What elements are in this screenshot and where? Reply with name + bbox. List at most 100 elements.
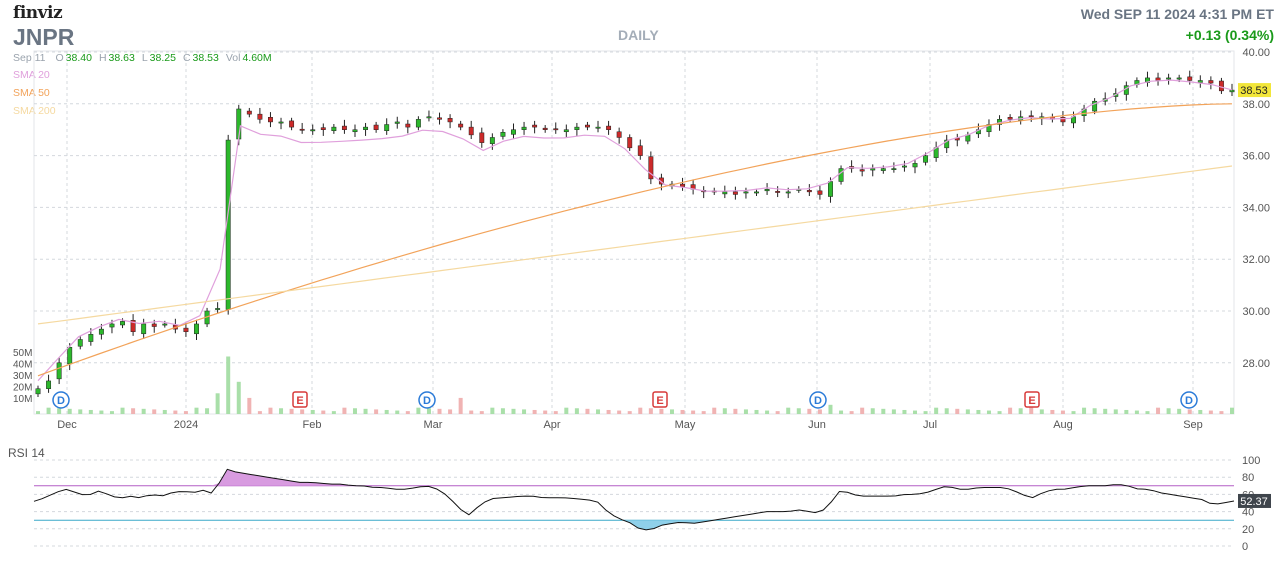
candle-down: [1208, 80, 1214, 84]
volume-bar: [1156, 407, 1161, 414]
volume-bar: [352, 408, 357, 414]
volume-bar: [141, 408, 146, 414]
volume-bar: [1219, 411, 1224, 414]
volume-bar: [131, 408, 136, 414]
candle-up: [415, 119, 421, 128]
candle-up: [870, 168, 876, 171]
candle-up: [46, 380, 52, 389]
earnings-marker: [292, 391, 308, 408]
candle-down: [732, 191, 738, 195]
candle-down: [373, 124, 379, 130]
candle-down: [1028, 115, 1034, 118]
price-axis-tick: 38.00: [1242, 99, 1270, 111]
x-axis-tick: Mar: [424, 419, 443, 431]
volume-bar: [870, 408, 875, 414]
volume-bar: [384, 409, 389, 414]
volume-axis-tick: 20M: [13, 383, 32, 394]
candle-up: [595, 126, 601, 129]
volume-bar: [1208, 410, 1213, 414]
candle-up: [88, 334, 94, 342]
candle-up: [35, 388, 41, 395]
volume-bar: [1177, 408, 1182, 414]
x-axis-tick: Feb: [303, 419, 322, 431]
rsi-axis-tick: 40: [1242, 507, 1254, 519]
last-price-label: 38.53: [1240, 85, 1268, 97]
volume-bar: [321, 410, 326, 414]
low-value: 38.25: [149, 52, 176, 64]
dividend-marker: [52, 391, 70, 409]
candle-down: [616, 131, 622, 138]
volume-bar: [194, 407, 199, 414]
open-label: O: [55, 52, 64, 64]
volume-value: 4.60M: [242, 52, 272, 64]
dividend-marker-label: D: [814, 395, 822, 407]
close-value: 38.53: [192, 52, 219, 64]
x-axis-tick: Jul: [923, 419, 937, 431]
rsi-chart[interactable]: 10080604020052.37: [0, 452, 1287, 562]
volume-bar: [1082, 407, 1087, 414]
volume-bar: [765, 410, 770, 414]
candle-down: [775, 191, 781, 193]
candle-up: [394, 121, 400, 124]
volume-bar: [955, 408, 960, 414]
candle-up: [56, 362, 62, 380]
candle-down: [151, 323, 157, 327]
dividend-marker-label: D: [1185, 395, 1193, 407]
candle-up: [880, 168, 886, 171]
volume-bar: [1029, 405, 1034, 414]
volume-axis-tick: 30M: [13, 371, 32, 382]
candle-up: [722, 191, 728, 195]
chart-period: DAILY: [618, 27, 659, 43]
price-axis-tick: 32.00: [1242, 254, 1270, 266]
rsi-axis-tick: 20: [1242, 524, 1254, 536]
ohlc-readout: Sep 11 O 38.40 H 38.63 L 38.25 C 38.53 Vol 4.60M: [13, 52, 279, 64]
candle-up: [310, 129, 316, 132]
x-axis-tick: Sep: [1183, 419, 1203, 431]
candle-up: [764, 189, 770, 192]
candle-down: [299, 128, 305, 131]
price-chart[interactable]: 40.00 38.00 36.00 34.00 32.00 30.00 28.00 Dec 20…: [0, 0, 1287, 450]
rsi-axis-tick: 0: [1242, 541, 1248, 553]
candle-down: [341, 125, 347, 130]
volume-bar: [88, 409, 93, 414]
volume-bar: [965, 409, 970, 414]
volume-bar: [733, 408, 738, 414]
candle-down: [320, 127, 326, 130]
quote-datetime: Wed SEP 11 2024 4:31 PM ET: [1080, 6, 1274, 22]
volume-bar: [638, 407, 643, 414]
volume-bar: [997, 411, 1002, 414]
legend-sma-20: SMA 20: [13, 69, 50, 81]
candle-up: [563, 129, 569, 133]
candle-up: [194, 323, 199, 335]
volume-bar: [1071, 411, 1076, 414]
volume-bar: [511, 408, 516, 414]
candle-up: [986, 124, 992, 133]
earnings-marker: [652, 391, 668, 408]
candle-up: [67, 347, 73, 365]
volume-bar: [712, 407, 717, 414]
candle-down: [405, 123, 411, 128]
volume-bar: [152, 409, 157, 414]
rsi-axis-tick: 80: [1242, 472, 1254, 484]
dividend-marker: [1180, 391, 1198, 409]
volume-bar: [173, 410, 178, 414]
volume-bar: [860, 407, 865, 414]
candle-down: [246, 110, 252, 115]
volume-bar: [1060, 410, 1065, 414]
volume-bar: [574, 408, 579, 414]
finviz-logo[interactable]: finviz: [13, 3, 63, 23]
candle-up: [574, 126, 580, 130]
candle-down: [289, 120, 295, 128]
earnings-marker-label: E: [656, 395, 663, 407]
volume-bar: [268, 407, 273, 414]
price-axis-tick: 28.00: [1242, 358, 1270, 370]
volume-bar: [1008, 407, 1013, 414]
volume-bar: [374, 409, 379, 414]
rsi-last-tag: [1238, 493, 1271, 508]
volume-bar: [395, 410, 400, 414]
candle-up: [384, 124, 390, 131]
volume-bar: [236, 381, 241, 414]
price-axis-tick: 34.00: [1242, 202, 1270, 214]
volume-bar: [183, 411, 188, 414]
plot-frame: [33, 50, 1235, 415]
